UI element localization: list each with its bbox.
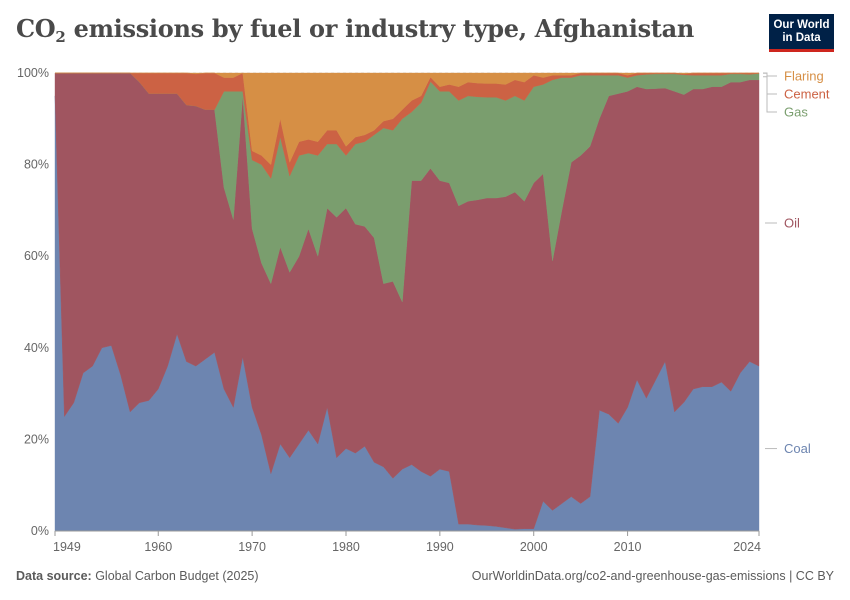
y-tick-label: 20% <box>24 432 49 446</box>
x-tick-label: 2024 <box>733 540 761 554</box>
legend-label-cement[interactable]: Cement <box>784 87 830 102</box>
legend-label-oil[interactable]: Oil <box>784 215 800 230</box>
x-tick-label: 1980 <box>332 540 360 554</box>
legend-connector <box>763 76 777 113</box>
x-tick-label: 2010 <box>614 540 642 554</box>
y-tick-label: 100% <box>17 66 49 80</box>
x-tick-label: 1949 <box>53 540 81 554</box>
logo-line-2: in Data <box>782 32 821 44</box>
x-tick-label: 1990 <box>426 540 454 554</box>
legend-label-gas[interactable]: Gas <box>784 105 808 120</box>
area-flaring[interactable] <box>55 72 759 165</box>
y-tick-label: 40% <box>24 341 49 355</box>
owid-logo[interactable]: Our World in Data <box>769 14 834 52</box>
data-source: Data source: Global Carbon Budget (2025) <box>16 569 259 583</box>
legend-label-flaring[interactable]: Flaring <box>784 69 824 84</box>
logo-line-1: Our World <box>773 19 830 31</box>
chart-title: CO2 emissions by fuel or industry type, … <box>16 14 694 46</box>
x-tick-label: 1960 <box>144 540 172 554</box>
legend-label-coal[interactable]: Coal <box>784 441 811 456</box>
x-tick-label: 1970 <box>238 540 266 554</box>
source-link[interactable]: OurWorldinData.org/co2-and-greenhouse-ga… <box>471 569 834 583</box>
y-tick-label: 80% <box>24 158 49 172</box>
x-tick-label: 2000 <box>520 540 548 554</box>
y-tick-label: 0% <box>31 524 49 538</box>
y-tick-label: 60% <box>24 249 49 263</box>
